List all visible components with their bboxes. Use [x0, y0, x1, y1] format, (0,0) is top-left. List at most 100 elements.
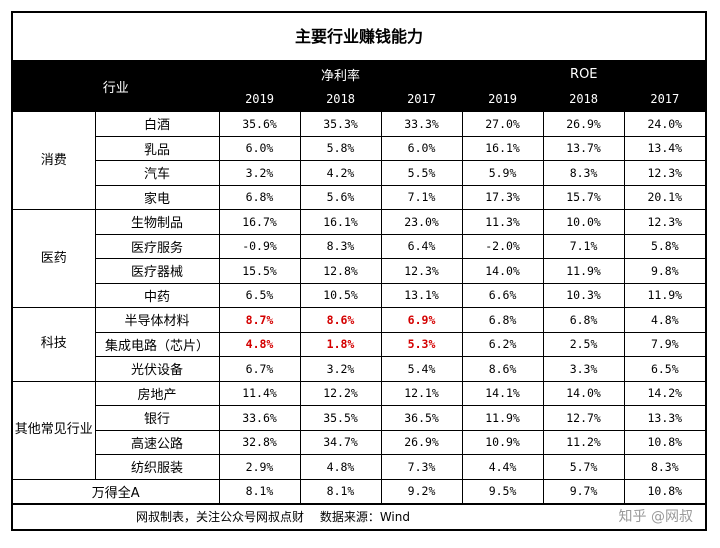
industry-cell: 家电	[95, 184, 220, 210]
net-margin-cell: 33.3%	[380, 111, 463, 137]
profitability-table: 行业 净利率 ROE 2019 2018 2017 2019 2018 2017…	[13, 61, 706, 504]
industry-cell: 白酒	[94, 111, 220, 137]
watermark: 知乎 @网叔	[618, 509, 693, 525]
roe-cell: 17.3%	[461, 184, 544, 210]
net-margin-cell: 4.8%	[218, 331, 301, 357]
table-row: 中药 6.5% 10.5% 13.1% 6.6% 10.3% 11.9%	[13, 282, 706, 308]
category-cell: 科技	[13, 307, 96, 382]
total-label: 万得全A	[13, 478, 220, 504]
roe-cell: 14.2%	[623, 380, 706, 406]
industry-cell: 房地产	[94, 380, 220, 406]
roe-cell: -2.0%	[461, 233, 544, 259]
roe-cell: 14.0%	[542, 380, 625, 406]
net-margin-header: 净利率	[218, 61, 463, 87]
roe-cell: 10.8%	[623, 429, 706, 455]
roe-cell: 5.7%	[542, 454, 625, 480]
roe-cell: 24.0%	[623, 111, 706, 137]
table-row: 家电 6.8% 5.6% 7.1% 17.3% 15.7% 20.1%	[13, 184, 706, 210]
net-margin-cell: 8.6%	[299, 307, 382, 333]
industry-cell: 医疗器械	[95, 258, 220, 284]
net-margin-cell: 16.7%	[218, 209, 301, 235]
net-margin-cell: 3.2%	[218, 160, 301, 186]
table-header: 行业 净利率 ROE 2019 2018 2017 2019 2018 2017	[13, 61, 706, 112]
roe-cell: 4.8%	[623, 307, 706, 333]
net-margin-cell: 7.3%	[380, 454, 463, 480]
industry-cell: 银行	[95, 405, 220, 431]
roe-cell: 14.1%	[461, 380, 544, 406]
roe-cell: 11.9%	[542, 258, 625, 284]
net-margin-cell: 5.4%	[380, 356, 463, 382]
roe-cell: 12.3%	[623, 209, 706, 235]
net-margin-cell: 34.7%	[299, 429, 382, 455]
net-margin-cell: 5.5%	[380, 160, 463, 186]
net-margin-cell: 6.7%	[218, 356, 301, 382]
table-row: 医药 生物制品 16.7% 16.1% 23.0% 11.3% 10.0% 12.3%	[13, 209, 706, 308]
industry-cell: 光伏设备	[95, 356, 220, 382]
net-margin-cell: 12.2%	[299, 380, 382, 406]
net-margin-cell: 11.4%	[218, 380, 301, 406]
year-header: 2018	[542, 86, 625, 112]
roe-cell: 6.8%	[542, 307, 625, 333]
roe-cell: 13.3%	[623, 405, 706, 431]
net-margin-cell: 35.6%	[218, 111, 301, 137]
roe-cell: 11.2%	[542, 429, 625, 455]
net-margin-cell: 12.3%	[380, 258, 463, 284]
roe-cell: 10.3%	[542, 282, 625, 308]
roe-cell: 27.0%	[461, 111, 544, 137]
total-row: 万得全A 8.1% 8.1% 9.2% 9.5% 9.7% 10.8%	[13, 478, 706, 504]
table-row: 科技 半导体材料 8.7% 8.6% 6.9% 6.8% 6.8% 4.8%	[13, 307, 706, 382]
table-row: 消费 白酒 35.6% 35.3% 33.3% 27.0% 26.9% 24.0%	[13, 111, 706, 210]
net-margin-cell: 5.3%	[380, 331, 463, 357]
roe-cell: 6.2%	[461, 331, 544, 357]
industry-cell: 高速公路	[95, 429, 220, 455]
roe-cell: 6.6%	[461, 282, 544, 308]
category-cell: 其他常见行业	[13, 380, 96, 480]
industry-cell: 中药	[95, 282, 220, 308]
roe-cell: 13.7%	[542, 135, 625, 161]
net-margin-cell: -0.9%	[218, 233, 301, 259]
net-margin-cell: 6.9%	[380, 307, 463, 333]
roe-cell: 15.7%	[542, 184, 625, 210]
net-margin-cell: 35.5%	[299, 405, 382, 431]
net-margin-cell: 32.8%	[218, 429, 301, 455]
roe-cell: 6.5%	[623, 356, 706, 382]
net-margin-cell: 6.4%	[380, 233, 463, 259]
roe-cell: 9.5%	[461, 478, 544, 504]
net-margin-cell: 10.5%	[299, 282, 382, 308]
table-row: 光伏设备 6.7% 3.2% 5.4% 8.6% 3.3% 6.5%	[13, 356, 706, 382]
roe-cell: 8.3%	[623, 454, 706, 480]
net-margin-cell: 15.5%	[218, 258, 301, 284]
table-body: 消费 白酒 35.6% 35.3% 33.3% 27.0% 26.9% 24.0% 乳品 6.0%…	[13, 111, 706, 504]
net-margin-cell: 33.6%	[218, 405, 301, 431]
category-cell: 消费	[13, 111, 96, 210]
roe-cell: 5.9%	[461, 160, 544, 186]
net-margin-cell: 6.0%	[380, 135, 463, 161]
net-margin-cell: 36.5%	[380, 405, 463, 431]
table-row: 汽车 3.2% 4.2% 5.5% 5.9% 8.3% 12.3%	[13, 160, 706, 186]
table-footer: 网叔制表，关注公众号网叔点财 数据来源：Wind 知乎 @网叔	[13, 504, 705, 529]
table-row: 纺织服装 2.9% 4.8% 7.3% 4.4% 5.7% 8.3%	[13, 454, 706, 480]
roe-cell: 9.7%	[542, 478, 625, 504]
source-note: 网叔制表，关注公众号网叔点财 数据来源：Wind	[136, 510, 410, 524]
roe-cell: 10.9%	[461, 429, 544, 455]
net-margin-cell: 9.2%	[380, 478, 463, 504]
roe-cell: 5.8%	[623, 233, 706, 259]
net-margin-cell: 8.7%	[218, 307, 301, 333]
industry-cell: 半导体材料	[94, 307, 220, 333]
net-margin-cell: 23.0%	[380, 209, 463, 235]
roe-cell: 20.1%	[623, 184, 706, 210]
roe-cell: 7.9%	[623, 331, 706, 357]
table-row: 医疗器械 15.5% 12.8% 12.3% 14.0% 11.9% 9.8%	[13, 258, 706, 284]
table-row: 乳品 6.0% 5.8% 6.0% 16.1% 13.7% 13.4%	[13, 135, 706, 161]
roe-cell: 26.9%	[542, 111, 625, 137]
net-margin-cell: 7.1%	[380, 184, 463, 210]
roe-cell: 16.1%	[461, 135, 544, 161]
table-row: 集成电路（芯片） 4.8% 1.8% 5.3% 6.2% 2.5% 7.9%	[13, 331, 706, 357]
roe-cell: 7.1%	[542, 233, 625, 259]
net-margin-cell: 8.1%	[299, 478, 382, 504]
roe-cell: 6.8%	[461, 307, 544, 333]
roe-cell: 12.7%	[542, 405, 625, 431]
net-margin-cell: 16.1%	[299, 209, 382, 235]
net-margin-cell: 6.5%	[218, 282, 301, 308]
roe-cell: 12.3%	[623, 160, 706, 186]
